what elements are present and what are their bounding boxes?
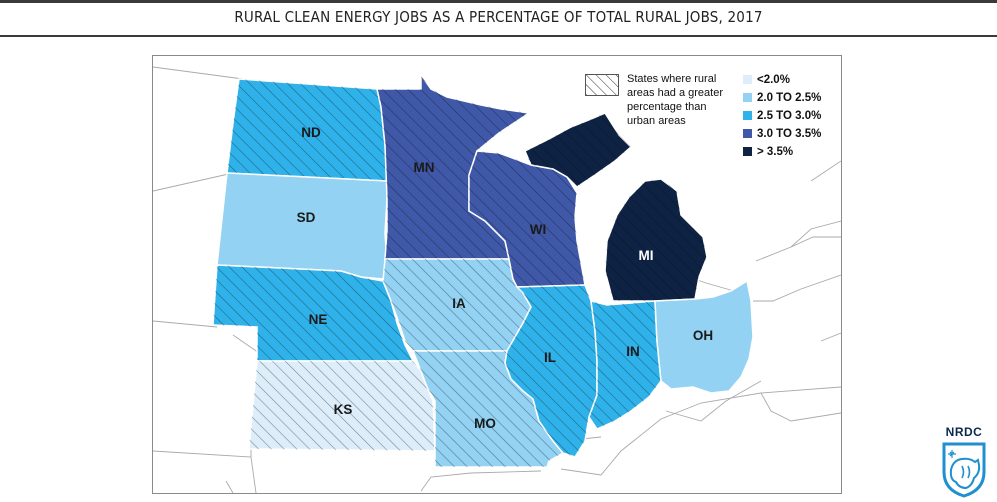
label-sd: SD <box>297 210 316 225</box>
scale-label: 2.0 TO 2.5% <box>757 91 822 104</box>
scale-label: > 3.5% <box>757 145 794 158</box>
state-mo[interactable] <box>411 350 565 468</box>
label-in: IN <box>626 344 640 359</box>
label-ne: NE <box>309 312 328 327</box>
state-sd[interactable] <box>216 172 388 280</box>
label-ks: KS <box>334 402 353 417</box>
page-title: RURAL CLEAN ENERGY JOBS AS A PERCENTAGE … <box>234 8 763 26</box>
state-mi[interactable] <box>524 112 708 302</box>
map-frame: ND SD NE KS MN IA MO WI IL IN MI OH <box>152 55 842 494</box>
top-rule <box>0 0 997 3</box>
state-in[interactable] <box>588 300 662 430</box>
label-nd: ND <box>301 125 321 140</box>
state-oh[interactable] <box>654 279 754 394</box>
state-wi-hatch <box>469 151 585 287</box>
state-nd-hatch <box>227 79 387 181</box>
state-ks[interactable] <box>248 360 436 452</box>
scale-label: 2.5 TO 3.0% <box>757 109 822 122</box>
scale-item: > 3.5% <box>743 144 821 159</box>
state-il-hatch <box>505 285 597 457</box>
state-il[interactable] <box>504 284 598 458</box>
legend: States where rural areas had a greater p… <box>585 72 835 172</box>
state-mo-hatch <box>413 351 563 467</box>
scale-item: <2.0% <box>743 72 821 87</box>
scale-swatch <box>743 111 752 120</box>
logo-wordmark: NRDC <box>945 425 983 439</box>
state-ia-hatch <box>383 259 531 351</box>
scale-label: <2.0% <box>757 73 790 86</box>
scale-swatch <box>743 147 752 156</box>
state-mi-lower-hatch <box>605 179 707 301</box>
scale-swatch <box>743 129 752 138</box>
label-il: IL <box>544 350 556 365</box>
state-mi-hatch <box>525 113 631 187</box>
scale-swatch <box>743 93 752 102</box>
scale-item: 3.0 TO 3.5% <box>743 126 821 141</box>
state-nd[interactable] <box>226 78 388 182</box>
scale-item: 2.5 TO 3.0% <box>743 108 821 123</box>
state-wi[interactable] <box>468 150 586 288</box>
label-ia: IA <box>452 296 466 311</box>
state-mn-hatch <box>377 75 529 259</box>
title-rule <box>0 35 997 37</box>
bear-shield-icon <box>942 442 986 498</box>
label-mn: MN <box>414 160 435 175</box>
state-ia[interactable] <box>382 258 532 352</box>
hatch-legend-swatch <box>585 74 619 96</box>
color-scale: <2.0% 2.0 TO 2.5% 2.5 TO 3.0% 3.0 TO 3.5… <box>743 72 821 162</box>
state-sd-fill <box>216 172 388 280</box>
label-wi: WI <box>530 222 547 237</box>
state-ks-hatch <box>249 361 435 451</box>
label-oh: OH <box>693 328 713 343</box>
state-ne[interactable] <box>212 264 415 362</box>
state-mn[interactable] <box>376 72 532 260</box>
state-in-hatch <box>589 301 661 429</box>
scale-item: 2.0 TO 2.5% <box>743 90 821 105</box>
state-oh-fill <box>654 279 754 394</box>
label-mo: MO <box>474 416 496 431</box>
scale-label: 3.0 TO 3.5% <box>757 127 822 140</box>
label-mi: MI <box>639 248 654 263</box>
midwest-map: ND SD NE KS MN IA MO WI IL IN MI OH <box>153 66 841 493</box>
hatch-legend-text: States where rural areas had a greater p… <box>627 73 724 127</box>
nrdc-logo: NRDC <box>938 425 990 498</box>
scale-swatch <box>743 75 752 84</box>
state-ne-hatch <box>213 265 413 361</box>
